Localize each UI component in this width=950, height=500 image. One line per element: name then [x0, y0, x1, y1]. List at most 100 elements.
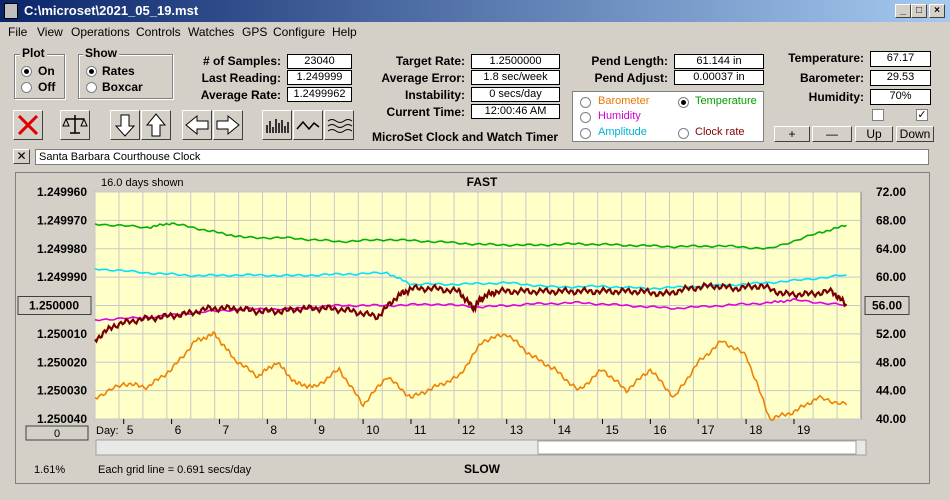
show-rates-radio[interactable] [86, 66, 97, 77]
scale-up-button[interactable]: Up [855, 126, 893, 142]
amplitude-radio[interactable] [580, 128, 591, 139]
day-label: Day: [96, 425, 119, 437]
menu-file[interactable]: File [8, 25, 28, 39]
scale-plus-button[interactable]: + [774, 126, 810, 142]
show-boxcar-radio[interactable] [86, 82, 97, 93]
clear-watch-button[interactable]: ✕ [13, 149, 30, 164]
bar-view-button[interactable] [262, 110, 292, 140]
window-title: C:\microset\2021_05_19.mst [24, 3, 199, 18]
menu-view[interactable]: View [37, 25, 63, 39]
samples-value: 23040 [287, 54, 352, 69]
close-icon[interactable]: × [929, 4, 945, 18]
samples-label: # of Samples: [202, 54, 281, 68]
arrow-right-icon [216, 114, 240, 136]
series-line-humidity [94, 297, 847, 322]
left-tick-label: 1.249960 [37, 185, 87, 199]
right-tick-label: 60.00 [876, 270, 906, 284]
up-arrow-button[interactable] [141, 110, 171, 140]
temperature-option-label[interactable]: Temperature [695, 95, 757, 107]
menu-bar: File View Operations Controls Watches GP… [0, 22, 950, 42]
average-rate-label: Average Rate: [200, 88, 281, 102]
amplitude-option-label[interactable]: Amplitude [598, 126, 647, 138]
slow-label: SLOW [464, 462, 501, 476]
right-arrow-button[interactable] [213, 110, 243, 140]
pend-adjust-label: Pend Adjust: [594, 71, 668, 85]
app-icon[interactable] [4, 3, 18, 19]
scrollbar-thumb [537, 440, 857, 455]
left-tick-label: 1.250020 [37, 355, 87, 369]
average-rate-value: 1.2499962 [287, 87, 352, 102]
close-x-icon: ✕ [16, 149, 27, 163]
plot-on-radio[interactable] [21, 66, 32, 77]
arrow-down-icon [114, 114, 136, 137]
app-caption: MicroSet Clock and Watch Timer [372, 130, 559, 144]
day-tick-label: 13 [510, 423, 524, 437]
day-tick-label: 12 [462, 423, 476, 437]
option-checkbox-1[interactable] [872, 109, 884, 121]
plot-group-label: Plot [20, 46, 47, 60]
stop-x-icon [17, 114, 39, 136]
series-line-barometer [94, 331, 848, 422]
plot-on-label[interactable]: On [38, 64, 55, 78]
left-tick-label: 1.250030 [37, 384, 87, 398]
bar-graph-icon [266, 119, 289, 133]
minimize-icon[interactable]: _ [895, 4, 911, 18]
show-boxcar-label[interactable]: Boxcar [102, 80, 143, 94]
menu-configure[interactable]: Configure [273, 25, 326, 39]
plot-off-radio[interactable] [21, 82, 32, 93]
arrow-up-icon [145, 113, 167, 137]
maximize-icon[interactable]: □ [911, 4, 927, 18]
zoom-label: 1.61% [34, 464, 65, 476]
day-tick-label: 19 [797, 423, 811, 437]
last-reading-value: 1.249999 [287, 70, 352, 85]
left-center-button-bg [17, 296, 92, 315]
menu-watches[interactable]: Watches [188, 25, 235, 39]
clock-rate-option-label[interactable]: Clock rate [695, 126, 745, 138]
scale-down-button[interactable]: Down [896, 126, 934, 142]
day-tick-label: 17 [701, 423, 715, 437]
balance-button[interactable] [60, 110, 90, 140]
left-arrow-button[interactable] [182, 110, 212, 140]
wave-graph-icon [327, 119, 353, 133]
target-rate-value[interactable]: 1.2500000 [471, 54, 560, 69]
last-reading-label: Last Reading: [201, 71, 281, 85]
days-shown-label: 16.0 days shown [101, 177, 184, 189]
scale-minus-button[interactable]: — [812, 126, 852, 142]
stop-button[interactable] [13, 110, 43, 140]
bottom-left-button-bg [25, 425, 89, 441]
pend-length-label: Pend Length: [591, 54, 668, 68]
clock-rate-radio[interactable] [678, 128, 689, 139]
barometer-option-label[interactable]: Barometer [598, 95, 650, 107]
menu-help[interactable]: Help [332, 25, 357, 39]
line-view-button[interactable] [293, 110, 323, 140]
day-tick-label: 18 [749, 423, 763, 437]
menu-gps[interactable]: GPS [242, 25, 268, 39]
wave-view-button[interactable] [324, 110, 354, 140]
show-group [78, 54, 173, 99]
instability-label: Instability: [404, 88, 465, 102]
left-tick-label: 1.250010 [37, 327, 87, 341]
humidity-radio[interactable] [580, 112, 591, 123]
left-tick-label: 1.249970 [37, 213, 87, 227]
title-bar: C:\microset\2021_05_19.mst _ □ × [0, 0, 950, 22]
menu-operations[interactable]: Operations [71, 25, 130, 39]
day-tick-label: 6 [175, 423, 182, 437]
humidity-value: 70% [870, 89, 931, 105]
option-checkbox-2[interactable]: ✓ [916, 109, 928, 121]
watch-name-field[interactable]: Santa Barbara Courthouse Clock [35, 149, 929, 165]
right-tick-label: 64.00 [876, 242, 906, 256]
humidity-option-label[interactable]: Humidity [598, 110, 641, 122]
barometer-value: 29.53 [870, 70, 931, 86]
plot-off-label[interactable]: Off [38, 80, 56, 94]
left-tick-label: 1.249980 [37, 242, 87, 256]
show-rates-label[interactable]: Rates [102, 64, 135, 78]
temperature-radio[interactable] [678, 97, 689, 108]
down-arrow-button[interactable] [110, 110, 140, 140]
menu-controls[interactable]: Controls [136, 25, 181, 39]
line-graph-icon [296, 120, 320, 131]
temperature-value: 67.17 [870, 51, 931, 67]
barometer-radio[interactable] [580, 97, 591, 108]
right-center-button-bg [864, 296, 910, 315]
rate-chart: 1.249960 1.249970 1.249980 1.249990 1.250010… [17, 175, 910, 476]
right-tick-label: 48.00 [876, 355, 906, 369]
